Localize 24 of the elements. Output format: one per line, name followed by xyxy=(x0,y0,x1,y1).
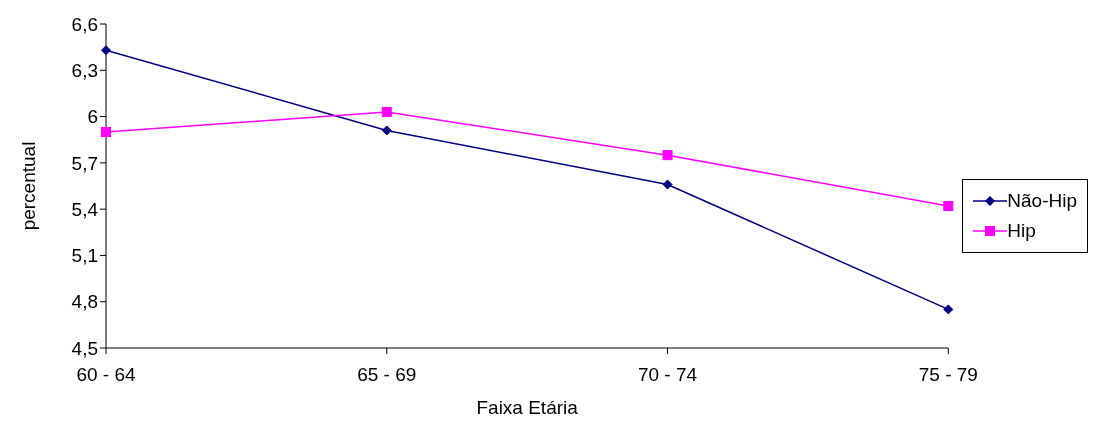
legend-label: Não-Hip xyxy=(1007,190,1077,212)
y-tick-label: 4,5 xyxy=(71,337,98,359)
point xyxy=(101,45,111,56)
y-tick-label: 6 xyxy=(87,106,98,128)
point xyxy=(381,125,392,136)
x-tick-label: 75 - 79 xyxy=(918,364,978,386)
y-tick-label: 6,3 xyxy=(71,60,98,82)
y-tick-label: 4,8 xyxy=(71,291,98,313)
x-tick-label: 70 - 74 xyxy=(637,364,698,386)
point xyxy=(101,127,111,137)
y-tick-label: 5,1 xyxy=(71,245,98,267)
point xyxy=(662,179,673,190)
point xyxy=(381,106,392,117)
point xyxy=(943,201,954,212)
point xyxy=(943,304,954,315)
x-tick-label: 60 - 64 xyxy=(76,364,137,386)
y-tick-label: 6,6 xyxy=(71,13,98,35)
point xyxy=(662,150,673,161)
y-axis-title: percentual xyxy=(17,141,39,231)
x-axis-title: Faixa Etária xyxy=(476,397,579,418)
legend-label: Hip xyxy=(1007,220,1036,242)
y-tick-label: 5,4 xyxy=(71,198,99,220)
x-tick-label: 65 - 69 xyxy=(357,364,417,386)
y-tick-label: 5,7 xyxy=(71,152,98,174)
